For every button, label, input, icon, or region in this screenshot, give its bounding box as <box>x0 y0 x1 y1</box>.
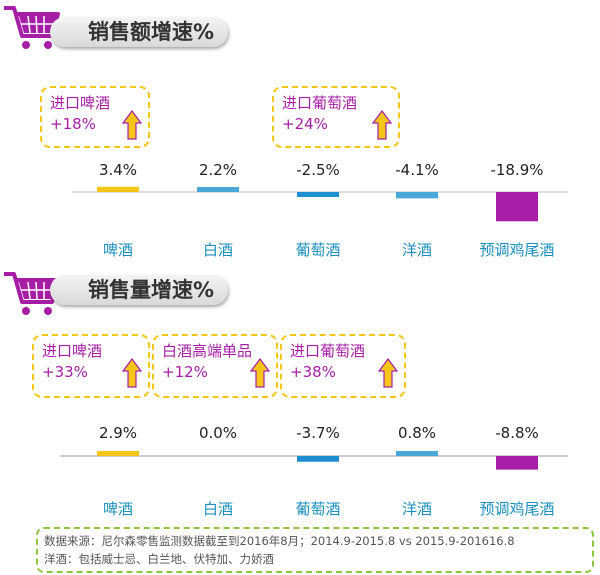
category-label: 白酒 <box>203 241 233 259</box>
footnote-liquor-definition: 洋酒：包括威士忌、白兰地、伏特加、力娇酒 <box>44 552 274 566</box>
callout-name: 进口葡萄酒 <box>282 94 358 112</box>
callout-imported-wine: 进口葡萄酒 +38% <box>280 334 406 398</box>
bar-value-label: -4.1% <box>395 161 439 179</box>
up-arrow-icon <box>378 358 398 388</box>
bar-value-label: 0.0% <box>199 424 237 442</box>
bar-4 <box>496 192 538 222</box>
section-title: 销售额增速% <box>50 17 229 47</box>
category-label: 预调鸡尾酒 <box>479 500 554 518</box>
callout-value: +18% <box>50 115 96 133</box>
bar-0 <box>97 451 139 456</box>
bar-value-label: 2.9% <box>99 424 137 442</box>
section-title: 销售量增速% <box>50 275 229 305</box>
bar-3 <box>396 192 438 199</box>
category-label: 预调鸡尾酒 <box>479 241 554 259</box>
bar-1 <box>197 187 239 192</box>
callout-imported-beer: 进口啤酒 +18% <box>40 86 150 148</box>
sales-value-bar-chart: 3.4% 啤酒 2.2% 白酒 -2.5% 葡萄酒 -4.1% 洋酒 -18.9% 预调鸡尾酒 <box>72 161 568 259</box>
category-label: 啤酒 <box>103 241 133 259</box>
callout-value: +33% <box>42 363 88 381</box>
category-label: 白酒 <box>203 500 233 518</box>
callout-value: +24% <box>282 115 328 133</box>
shopping-cart-icon <box>4 6 60 49</box>
up-arrow-icon <box>122 358 142 388</box>
callout-name: 白酒高端单品 <box>162 342 253 360</box>
bar-2 <box>297 456 339 462</box>
up-arrow-icon <box>250 358 270 388</box>
sales-volume-bar-chart: 2.9% 啤酒 0.0% 白酒 -3.7% 葡萄酒 0.8% 洋酒 -8.8% 预调鸡尾酒 <box>60 424 568 518</box>
category-label: 啤酒 <box>103 500 133 518</box>
callout-value: +38% <box>290 363 336 381</box>
bar-3 <box>396 451 438 456</box>
bar-value-label: -3.7% <box>296 424 340 442</box>
callout-name: 进口葡萄酒 <box>290 342 366 360</box>
bar-2 <box>297 192 339 197</box>
bar-value-label: 2.2% <box>199 161 237 179</box>
bar-0 <box>97 186 139 192</box>
callout-value: +12% <box>162 363 208 381</box>
bar-value-label: 0.8% <box>398 424 436 442</box>
bar-value-label: -8.8% <box>495 424 539 442</box>
footnote: 数据来源：尼尔森零售监测数据截至到2016年8月；2014.9-2015.8 v… <box>36 527 594 573</box>
shopping-cart-icon <box>4 272 60 315</box>
category-label: 洋酒 <box>402 241 432 259</box>
bar-value-label: -18.9% <box>490 161 543 179</box>
category-label: 葡萄酒 <box>295 241 340 259</box>
bar-4 <box>496 456 538 470</box>
category-label: 葡萄酒 <box>295 500 340 518</box>
callout-name: 进口啤酒 <box>50 94 111 112</box>
up-arrow-icon <box>372 110 392 140</box>
footnote-source: 数据来源：尼尔森零售监测数据截至到2016年8月；2014.9-2015.8 v… <box>44 534 515 548</box>
callout-imported-beer: 进口啤酒 +33% <box>32 334 150 398</box>
callout-imported-wine: 进口葡萄酒 +24% <box>272 86 400 148</box>
bar-value-label: 3.4% <box>99 161 137 179</box>
category-label: 洋酒 <box>402 500 432 518</box>
callout-baijiu-premium: 白酒高端单品 +12% <box>152 334 278 398</box>
callout-name: 进口啤酒 <box>42 342 103 360</box>
up-arrow-icon <box>122 110 142 140</box>
bar-value-label: -2.5% <box>296 161 340 179</box>
